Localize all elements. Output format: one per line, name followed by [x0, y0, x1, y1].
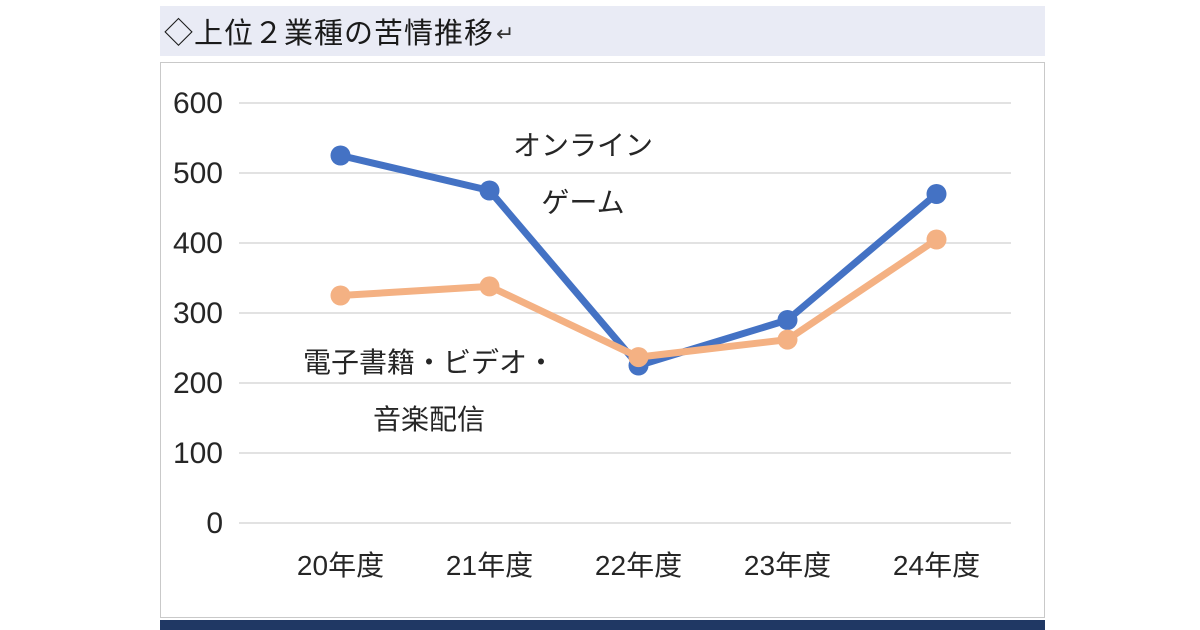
x-axis-tick-label: 21年度	[446, 550, 533, 581]
data-point[interactable]	[330, 285, 351, 306]
y-axis-tick-label: 600	[173, 87, 223, 120]
y-axis-tick-label: 200	[173, 367, 223, 400]
line-chart-container: 0 100 200 300 400 500 600 20年度 21年度 22年度 23年度 24年度 …	[160, 62, 1045, 618]
report-panel: ◇上位２業種の苦情推移 ↵ 0 100 200 300 400 500 600 20年度 21年…	[160, 6, 1045, 630]
y-axis-tick-label: 500	[173, 157, 223, 190]
x-axis-tick-label: 24年度	[893, 550, 980, 581]
title-bar: ◇上位２業種の苦情推移 ↵	[160, 6, 1045, 56]
y-axis-tick-label: 100	[173, 437, 223, 470]
x-axis-tick-label: 22年度	[595, 550, 682, 581]
bottom-bar	[160, 620, 1045, 630]
data-point[interactable]	[926, 184, 947, 204]
paragraph-return-icon: ↵	[496, 21, 515, 46]
data-point[interactable]	[777, 329, 798, 350]
data-point[interactable]	[330, 145, 351, 166]
series-line	[337, 236, 940, 361]
y-axis-tick-label: 300	[173, 297, 223, 330]
series-line	[337, 152, 940, 369]
line-chart-svg: 0 100 200 300 400 500 600 20年度 21年度 22年度 23年度 24年度	[173, 87, 1011, 581]
x-axis-tick-label: 20年度	[297, 550, 384, 581]
data-point[interactable]	[777, 310, 798, 330]
y-axis-tick-label: 400	[173, 227, 223, 260]
data-point[interactable]	[479, 180, 500, 201]
x-axis-tick-label: 23年度	[744, 550, 831, 581]
data-point[interactable]	[479, 276, 500, 297]
page-title: ◇上位２業種の苦情推移	[164, 18, 495, 50]
data-point[interactable]	[926, 229, 947, 250]
data-point[interactable]	[628, 347, 649, 368]
y-axis-tick-label: 0	[206, 507, 223, 540]
